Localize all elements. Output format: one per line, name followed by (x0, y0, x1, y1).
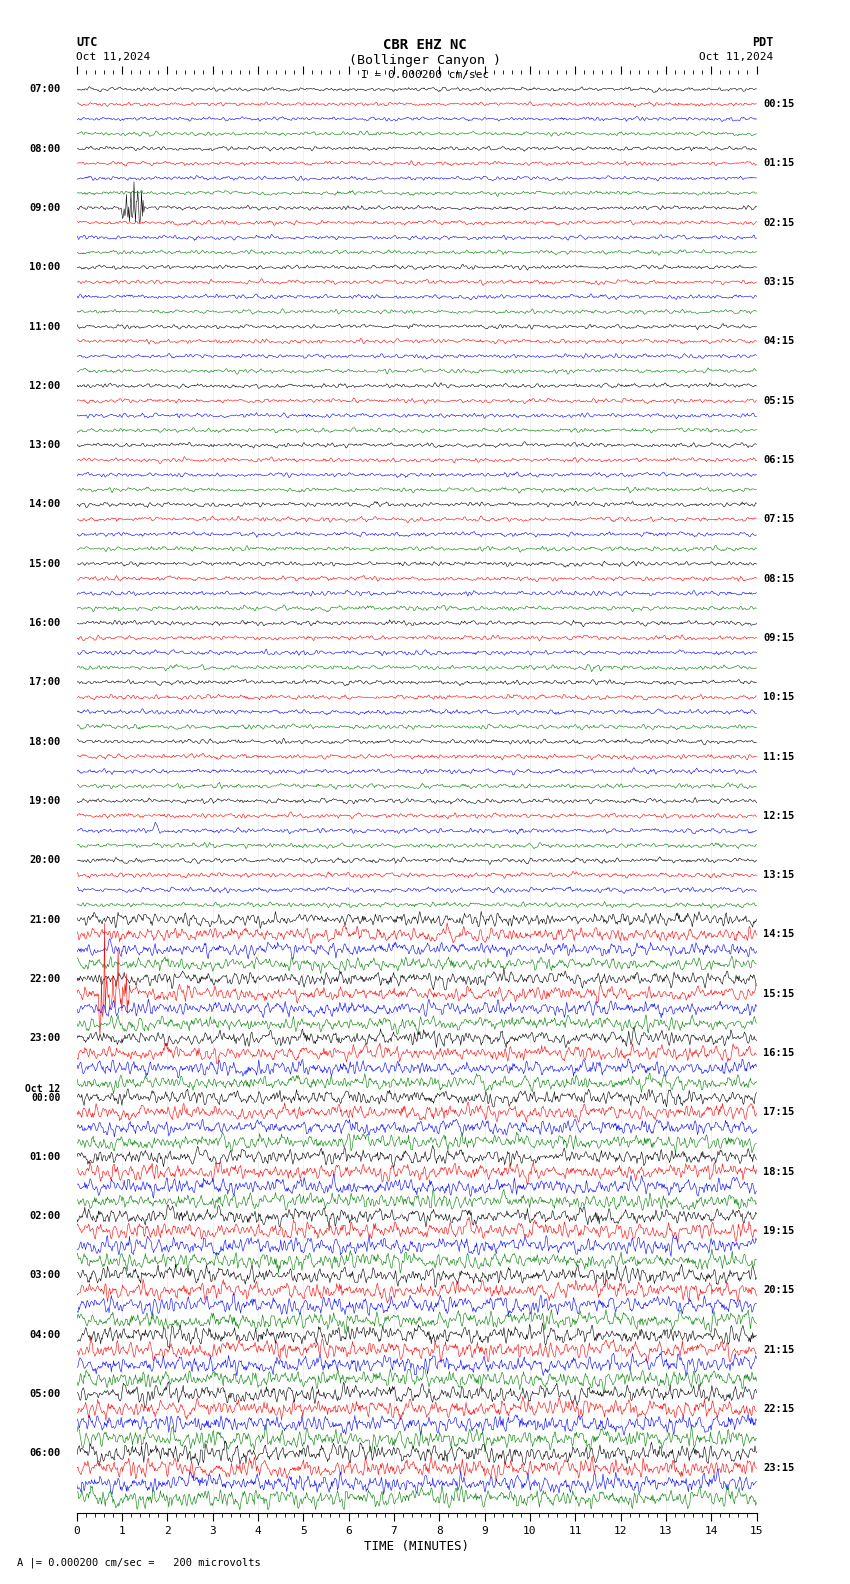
Text: 01:00: 01:00 (30, 1152, 60, 1161)
Text: 14:00: 14:00 (30, 499, 60, 510)
Text: 13:15: 13:15 (763, 870, 795, 881)
Text: 13:00: 13:00 (30, 440, 60, 450)
Text: 06:00: 06:00 (30, 1448, 60, 1459)
Text: 23:00: 23:00 (30, 1033, 60, 1044)
Text: 05:15: 05:15 (763, 396, 795, 406)
Text: 23:15: 23:15 (763, 1464, 795, 1473)
Text: Oct 11,2024: Oct 11,2024 (700, 52, 774, 62)
Text: 22:00: 22:00 (30, 974, 60, 984)
Text: 08:15: 08:15 (763, 573, 795, 583)
Text: 08:00: 08:00 (30, 144, 60, 154)
Text: 19:00: 19:00 (30, 797, 60, 806)
Text: 10:00: 10:00 (30, 263, 60, 272)
Text: 12:00: 12:00 (30, 380, 60, 391)
Text: UTC: UTC (76, 36, 98, 49)
Text: 21:15: 21:15 (763, 1345, 795, 1354)
Text: (Bollinger Canyon ): (Bollinger Canyon ) (349, 54, 501, 67)
Text: CBR EHZ NC: CBR EHZ NC (383, 38, 467, 52)
Text: 12:15: 12:15 (763, 811, 795, 821)
Text: 20:15: 20:15 (763, 1285, 795, 1296)
Text: 17:15: 17:15 (763, 1107, 795, 1117)
Text: 06:15: 06:15 (763, 455, 795, 466)
Text: 15:00: 15:00 (30, 559, 60, 569)
Text: 17:00: 17:00 (30, 678, 60, 687)
Text: 00:15: 00:15 (763, 100, 795, 109)
Text: 02:15: 02:15 (763, 217, 795, 228)
Text: 20:00: 20:00 (30, 855, 60, 865)
Text: A |= 0.000200 cm/sec =   200 microvolts: A |= 0.000200 cm/sec = 200 microvolts (17, 1557, 261, 1568)
Text: 04:15: 04:15 (763, 336, 795, 347)
Text: 11:00: 11:00 (30, 322, 60, 331)
Text: I = 0.000200 cm/sec: I = 0.000200 cm/sec (361, 70, 489, 79)
Text: 11:15: 11:15 (763, 751, 795, 762)
Text: 16:00: 16:00 (30, 618, 60, 629)
Text: 22:15: 22:15 (763, 1403, 795, 1415)
Text: 03:00: 03:00 (30, 1270, 60, 1280)
Text: 10:15: 10:15 (763, 692, 795, 702)
Text: 14:15: 14:15 (763, 930, 795, 939)
Text: 00:00: 00:00 (31, 1093, 60, 1102)
Text: 02:00: 02:00 (30, 1212, 60, 1221)
Text: PDT: PDT (752, 36, 774, 49)
Text: 09:00: 09:00 (30, 203, 60, 212)
Text: 07:15: 07:15 (763, 515, 795, 524)
Text: 04:00: 04:00 (30, 1331, 60, 1340)
Text: 21:00: 21:00 (30, 914, 60, 925)
Text: 15:15: 15:15 (763, 988, 795, 1000)
Text: 03:15: 03:15 (763, 277, 795, 287)
Text: 01:15: 01:15 (763, 158, 795, 168)
Text: 16:15: 16:15 (763, 1049, 795, 1058)
Text: 05:00: 05:00 (30, 1389, 60, 1399)
Text: 19:15: 19:15 (763, 1226, 795, 1236)
X-axis label: TIME (MINUTES): TIME (MINUTES) (364, 1540, 469, 1552)
Text: Oct 11,2024: Oct 11,2024 (76, 52, 150, 62)
Text: 09:15: 09:15 (763, 634, 795, 643)
Text: Oct 12: Oct 12 (26, 1083, 60, 1093)
Text: 18:00: 18:00 (30, 737, 60, 746)
Text: 18:15: 18:15 (763, 1167, 795, 1177)
Text: 07:00: 07:00 (30, 84, 60, 95)
